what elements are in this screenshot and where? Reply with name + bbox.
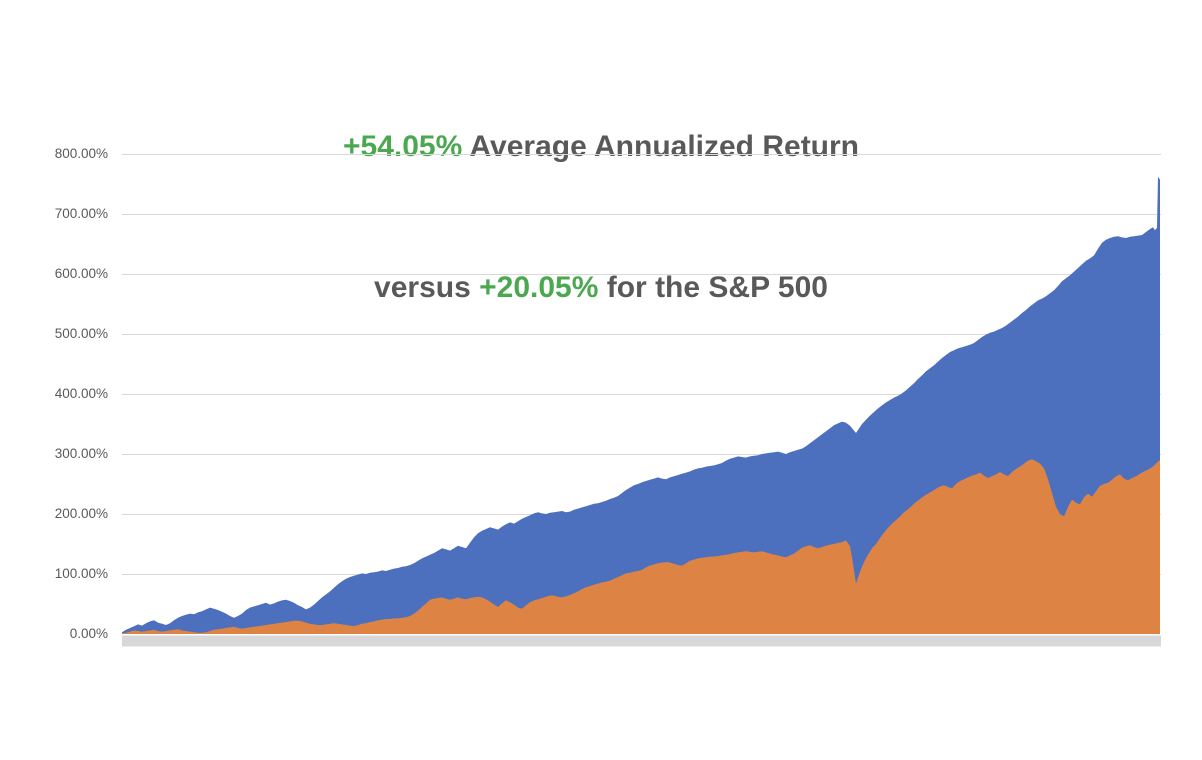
y-axis-label: 500.00% [54,326,108,341]
orange-area [122,459,1160,634]
y-axis-label: 700.00% [54,206,108,221]
title-versus-text: versus [374,271,480,304]
chart-title-line2: versus +20.05% for the S&P 500 [0,264,1202,311]
title-return-value: +54.05% [342,130,463,163]
y-axis-label: 800.00% [54,146,108,161]
y-axis-label: 200.00% [54,506,108,521]
y-axis-label: 600.00% [54,266,108,281]
chart-title-line1: +54.05% Average Annualized Return [0,123,1202,170]
y-axis-label: 100.00% [54,566,108,581]
y-axis-label: 400.00% [54,386,108,401]
title-return-text: Average Annualized Return [462,130,860,163]
y-axis-label: 300.00% [54,446,108,461]
title-benchmark-text: for the S&P 500 [598,271,828,304]
chart-title: +54.05% Average Annualized Return versus… [0,29,1202,405]
y-axis-label: 0.00% [69,626,108,641]
title-benchmark-value: +20.05% [479,271,599,304]
baseline-strip [122,635,1161,647]
